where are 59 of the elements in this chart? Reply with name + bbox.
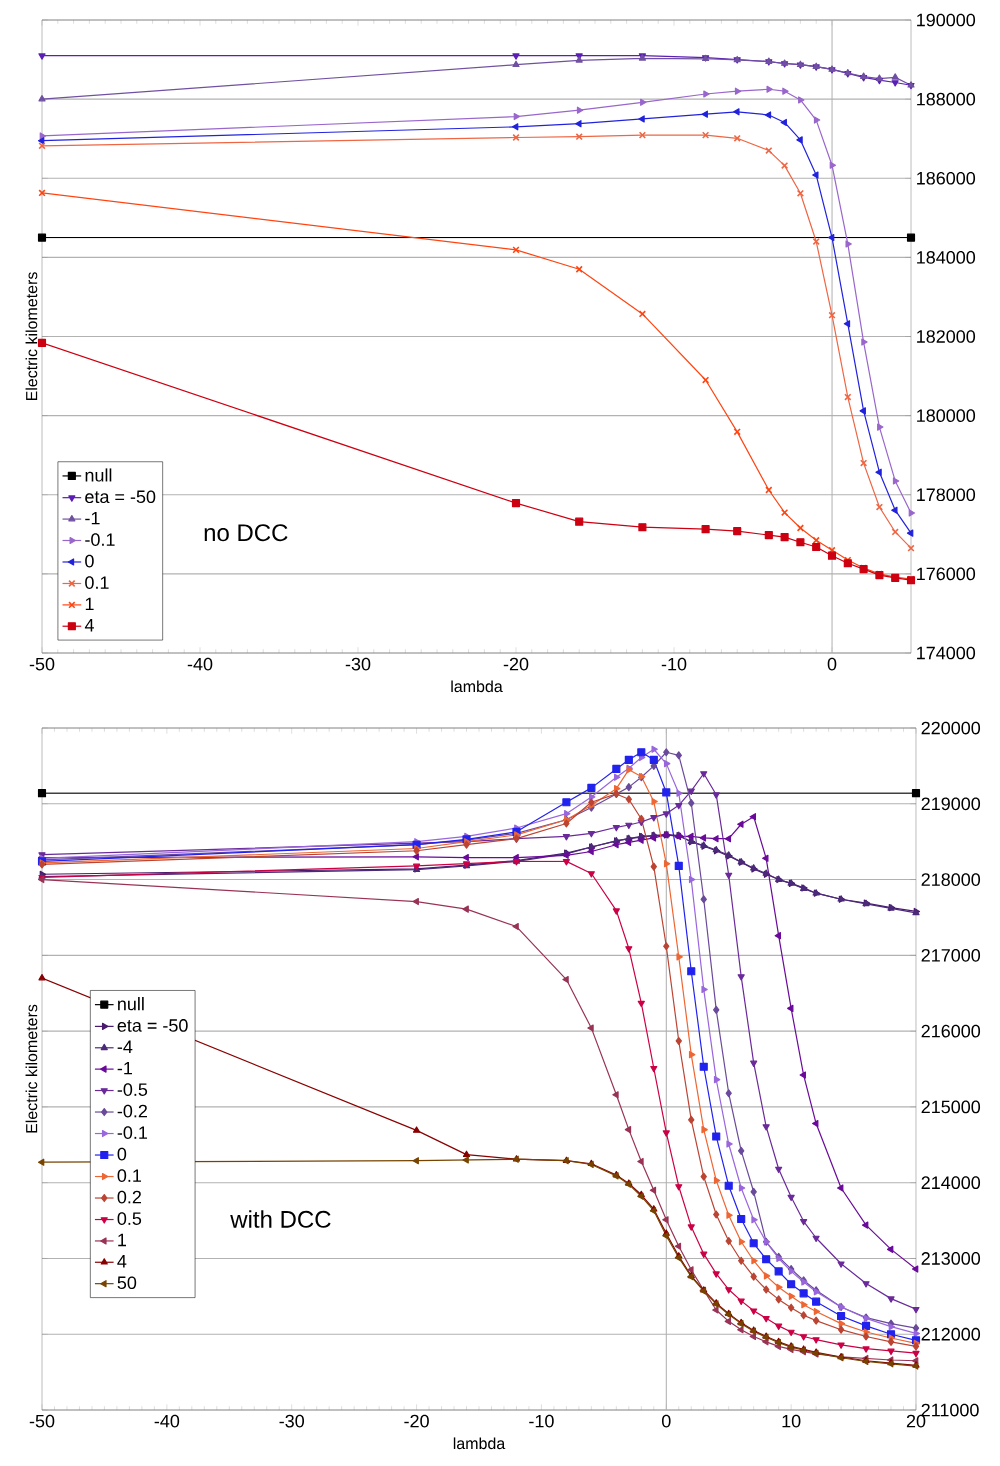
legend-label: 4 — [117, 1255, 127, 1268]
x-tick-label: -10 — [661, 657, 687, 671]
y-axis-title: Electric kilometers — [25, 1004, 38, 1133]
x-tick-label: 0 — [661, 1414, 671, 1428]
legend-label: 0 — [117, 1147, 127, 1161]
y-tick-label: 180000 — [917, 409, 976, 422]
y-tick-label: 178000 — [917, 488, 976, 502]
legend-label: null — [85, 468, 112, 482]
x-tick-label: 0 — [827, 657, 837, 671]
legend-label: -1 — [117, 1061, 132, 1075]
y-tick-label: 219000 — [921, 797, 981, 811]
x-tick-label: -10 — [529, 1414, 554, 1428]
legend-label: 1 — [85, 597, 94, 611]
legend-label: null — [118, 997, 144, 1011]
x-tick-label: -30 — [279, 1414, 305, 1428]
y-tick-label: 190000 — [917, 13, 976, 27]
legend-label: -0.5 — [117, 1083, 148, 1096]
legend-label: 0 — [85, 554, 94, 568]
y-tick-label: 186000 — [917, 171, 976, 185]
y-tick-label: 188000 — [917, 92, 976, 106]
x-tick-label: -20 — [503, 657, 529, 671]
legend-label: eta = -50 — [117, 1019, 188, 1032]
annotation: with DCC — [230, 1210, 331, 1228]
y-tick-label: 182000 — [917, 330, 976, 343]
y-tick-label: 212000 — [921, 1327, 981, 1341]
legend-label: 4 — [84, 619, 94, 632]
y-tick-label: 213000 — [921, 1252, 981, 1265]
y-tick-label: 184000 — [917, 251, 976, 264]
legend-label: 0.5 — [117, 1212, 142, 1225]
legend-label: -4 — [117, 1040, 133, 1053]
x-tick-label: -40 — [154, 1414, 180, 1428]
x-tick-label: -50 — [29, 1414, 55, 1428]
y-tick-label: 217000 — [921, 948, 981, 962]
legend-label: 50 — [117, 1276, 137, 1290]
x-tick-label: -20 — [404, 1414, 429, 1428]
legend-label: 1 — [118, 1233, 126, 1247]
x-tick-label: -30 — [345, 657, 371, 671]
x-axis-title: lambda — [453, 1437, 506, 1450]
x-tick-label: -50 — [29, 657, 55, 671]
y-tick-label: 176000 — [917, 567, 976, 581]
y-tick-label: 216000 — [921, 1024, 981, 1038]
y-tick-label: 174000 — [917, 646, 976, 660]
y-tick-label: 215000 — [921, 1100, 981, 1114]
legend-label: 0.2 — [117, 1190, 141, 1204]
legend-label: eta = -50 — [85, 490, 156, 504]
y-tick-label: 220000 — [921, 721, 981, 735]
legend-label: -0.2 — [117, 1104, 147, 1118]
y-tick-label: 218000 — [921, 873, 981, 886]
y-axis-title: Electric kilometers — [25, 272, 38, 401]
legend-label: -0.1 — [85, 533, 115, 546]
annotation: no DCC — [204, 524, 288, 542]
legend-label: 0.1 — [85, 576, 109, 589]
legend-label: -0.1 — [117, 1126, 148, 1139]
legend-label: -1 — [85, 511, 100, 525]
legend-label: 0.1 — [117, 1169, 142, 1182]
x-tick-label: 10 — [782, 1414, 801, 1428]
x-tick-label: -40 — [187, 657, 213, 671]
x-axis-title: lambda — [451, 680, 503, 693]
y-tick-label: 214000 — [921, 1176, 981, 1190]
